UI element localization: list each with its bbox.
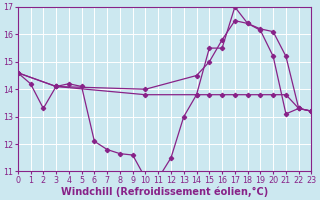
- X-axis label: Windchill (Refroidissement éolien,°C): Windchill (Refroidissement éolien,°C): [61, 186, 268, 197]
